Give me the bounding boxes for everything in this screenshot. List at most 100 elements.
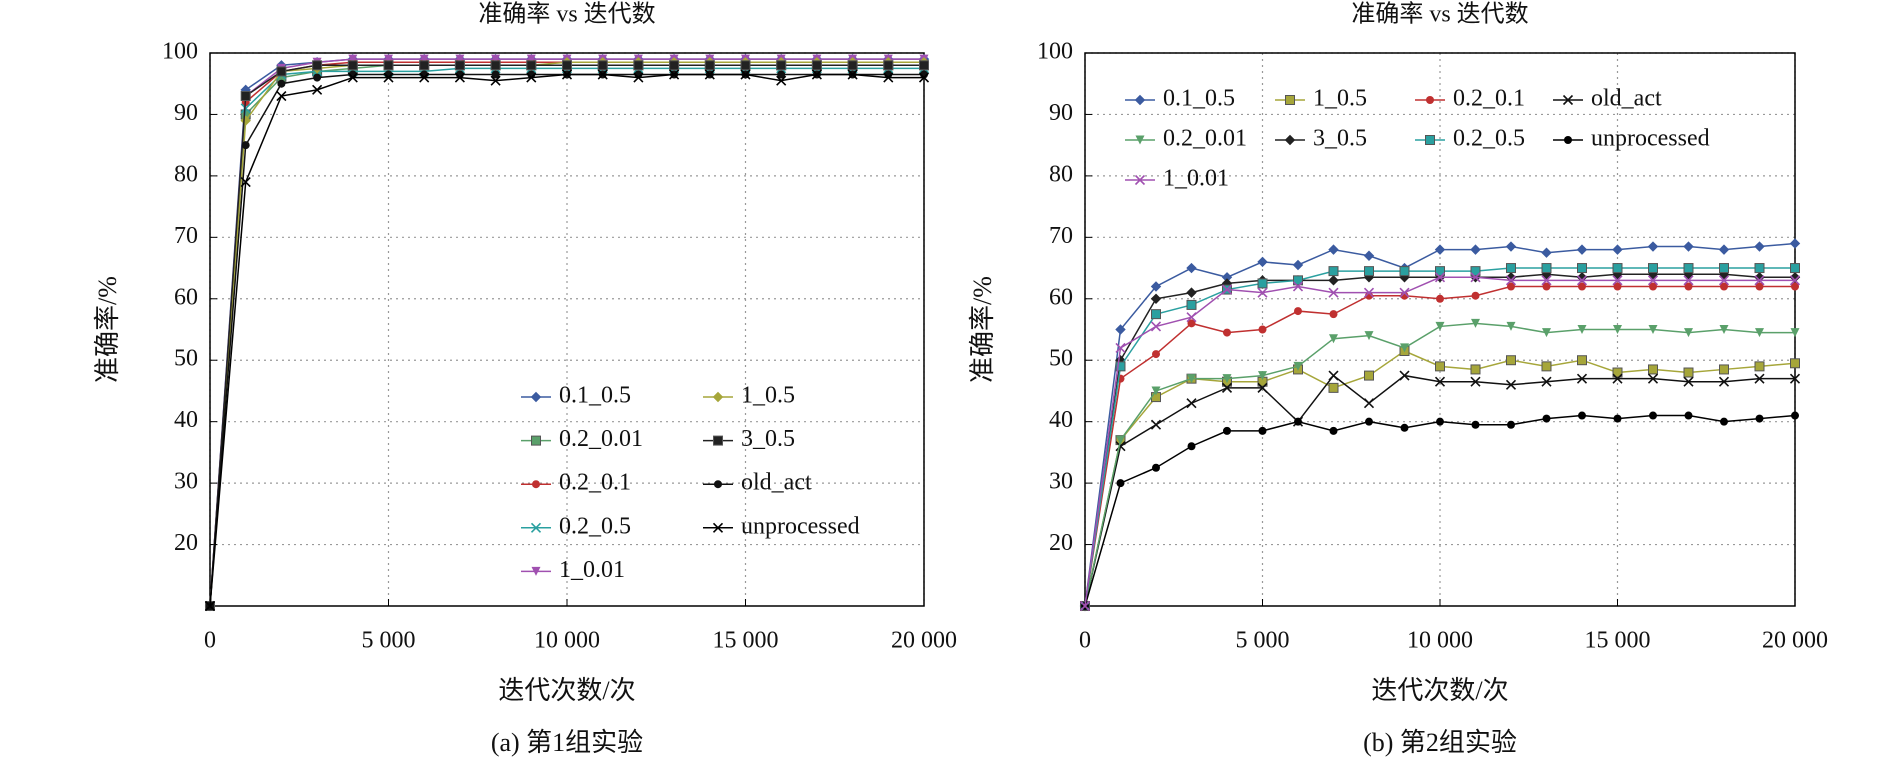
marker (490, 60, 501, 71)
marker (811, 69, 822, 80)
marker (740, 69, 751, 80)
marker (1612, 367, 1623, 378)
marker (1576, 244, 1588, 255)
marker (1150, 419, 1162, 430)
marker (1754, 272, 1765, 283)
marker (1789, 238, 1801, 249)
marker (312, 60, 323, 71)
marker (1506, 321, 1516, 331)
marker (1284, 134, 1296, 146)
marker (1648, 364, 1658, 375)
legend-label: 0.2_0.1 (559, 470, 631, 496)
y-axis-label: 准确率/% (968, 276, 997, 383)
marker (454, 60, 465, 71)
marker (1152, 463, 1160, 472)
marker (1683, 367, 1694, 378)
marker (1541, 263, 1552, 274)
marker (1364, 266, 1374, 277)
plot-frame (209, 52, 925, 607)
marker (1719, 263, 1729, 274)
marker (1187, 374, 1196, 384)
marker (1684, 411, 1693, 420)
marker (1293, 361, 1303, 371)
marker (1576, 272, 1588, 283)
marker (713, 435, 723, 446)
marker (1257, 287, 1268, 298)
marker (847, 60, 858, 71)
legend-label: 3_0.5 (741, 426, 795, 452)
marker (1789, 373, 1801, 384)
marker (1186, 287, 1197, 298)
marker (883, 72, 894, 83)
marker (1329, 426, 1338, 435)
marker (1150, 321, 1162, 332)
marker (633, 60, 644, 71)
marker (1434, 376, 1446, 387)
y-tick-label: 30 (1049, 469, 1073, 495)
marker (1151, 309, 1161, 320)
legend-label: old_act (1591, 86, 1662, 112)
marker (455, 54, 465, 64)
marker (1470, 244, 1481, 255)
marker (1578, 282, 1586, 291)
marker (1221, 284, 1233, 295)
marker (1613, 282, 1622, 291)
marker (276, 66, 287, 77)
legend-label: 1_0.01 (1163, 166, 1229, 192)
marker (1471, 420, 1480, 429)
y-tick-label: 60 (1049, 284, 1073, 310)
marker (454, 72, 465, 83)
legend-label: unprocessed (1591, 126, 1710, 152)
marker (1507, 420, 1515, 429)
marker (1364, 331, 1374, 341)
marker (1755, 328, 1764, 338)
marker (1470, 272, 1481, 283)
marker (526, 60, 537, 71)
chart-title: 准确率 vs 迭代数 (478, 1, 655, 28)
y-tick-label: 20 (174, 530, 198, 556)
marker (241, 141, 250, 150)
marker (1187, 442, 1196, 451)
marker (1506, 263, 1516, 274)
legend-label: 3_0.5 (1313, 126, 1367, 152)
marker (811, 60, 822, 71)
marker (1257, 278, 1268, 289)
legend-label: 0.2_0.5 (1453, 126, 1525, 152)
marker (1187, 319, 1196, 328)
marker (419, 60, 430, 71)
marker (1683, 263, 1694, 274)
marker (491, 54, 501, 64)
y-tick-label: 70 (174, 223, 198, 249)
marker (1471, 318, 1480, 328)
y-tick-label: 80 (1049, 161, 1073, 187)
marker (1399, 266, 1410, 277)
legend-label: 0.2_0.01 (1163, 126, 1247, 152)
marker (1613, 325, 1622, 334)
marker (1425, 135, 1435, 145)
marker (1754, 275, 1765, 286)
marker (240, 176, 251, 188)
marker (1115, 342, 1126, 353)
marker (1648, 263, 1658, 274)
marker (712, 391, 724, 403)
marker (530, 522, 542, 533)
marker (1648, 325, 1658, 334)
marker (714, 480, 722, 489)
marker (1222, 374, 1232, 384)
marker (1258, 426, 1267, 435)
marker (597, 69, 608, 80)
y-tick-label: 60 (174, 284, 198, 310)
marker (919, 60, 929, 71)
marker (1577, 263, 1587, 274)
y-tick-label: 30 (174, 469, 198, 495)
marker (1329, 334, 1338, 344)
marker (1542, 414, 1551, 423)
marker (1152, 350, 1160, 359)
marker (1150, 281, 1162, 292)
marker (1116, 435, 1125, 445)
marker (383, 60, 394, 71)
marker (1186, 312, 1197, 323)
y-axis-label: 准确率/% (93, 276, 122, 383)
marker (1718, 376, 1730, 387)
